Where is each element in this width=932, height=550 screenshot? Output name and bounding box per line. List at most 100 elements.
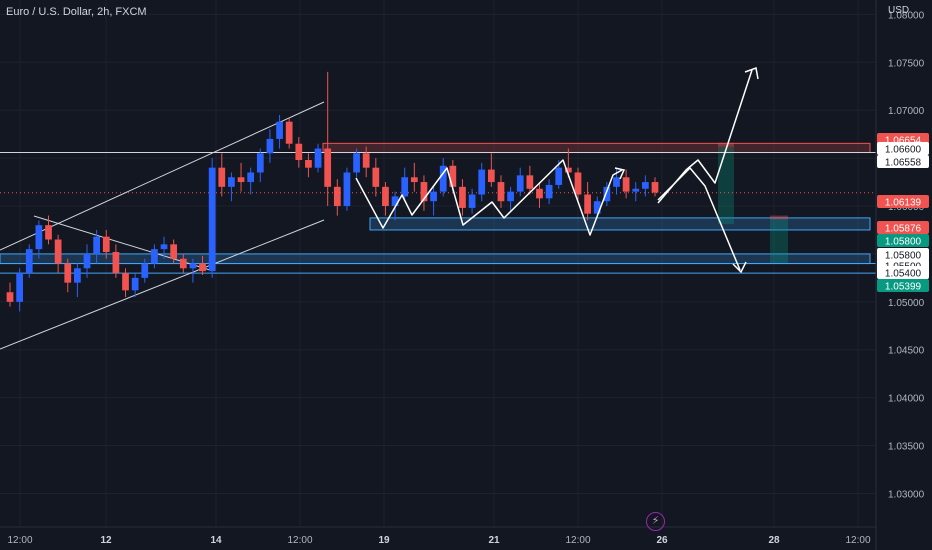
candle (401, 177, 409, 197)
candle (439, 165, 447, 192)
candle (555, 167, 563, 185)
arrowhead (744, 66, 759, 80)
zone-resistance (322, 142, 871, 154)
candle (276, 121, 283, 139)
candle (343, 172, 351, 207)
candle (651, 182, 659, 193)
y-tick-label: 1.07500 (888, 58, 925, 69)
candle (449, 165, 457, 187)
candle (199, 263, 206, 272)
candle (247, 172, 255, 183)
candle (160, 244, 168, 250)
candle (83, 253, 91, 269)
y-tick-label: 1.05000 (888, 298, 925, 309)
candle (536, 188, 543, 199)
candle (362, 153, 370, 168)
position-stop (770, 215, 788, 220)
candle (218, 167, 226, 187)
x-axis-ticks: 12:00 12 14 12:00 19 21 12:00 26 28 12:00 (7, 535, 870, 546)
candle (237, 177, 245, 183)
candle (372, 167, 380, 187)
candle (208, 167, 216, 272)
candle (622, 177, 630, 192)
candle (285, 121, 293, 144)
price-label-bg (877, 266, 929, 279)
candle (497, 182, 505, 202)
candle (64, 263, 72, 283)
candle (16, 273, 23, 302)
position-box (770, 219, 788, 264)
zones-layer (0, 142, 871, 265)
candle (382, 186, 389, 207)
x-tick-label: 26 (656, 535, 668, 546)
candle (74, 268, 81, 283)
lightning-icon[interactable]: ⚡ (646, 512, 665, 531)
candle (642, 182, 649, 189)
arrowhead (732, 261, 747, 274)
candle (353, 153, 360, 173)
candle (468, 194, 476, 208)
y-tick-label: 1.08000 (888, 10, 925, 21)
candle (564, 167, 572, 173)
price-label: 1.05876 (885, 224, 922, 235)
price-label: 1.06139 (885, 198, 922, 209)
candle (256, 153, 264, 173)
x-tick-label: 14 (210, 535, 222, 546)
x-tick-label: 12:00 (7, 535, 32, 546)
candle (112, 252, 120, 274)
position-stop (718, 142, 734, 147)
price-label-bg (877, 279, 929, 292)
candle (487, 169, 495, 183)
y-tick-label: 1.03500 (888, 442, 925, 453)
candle (516, 175, 524, 192)
price-label: 1.06600 (885, 145, 922, 156)
x-tick-label: 12:00 (287, 535, 312, 546)
price-label: 1.05800 (885, 237, 922, 248)
candle (131, 277, 139, 291)
x-tick-label: 21 (488, 535, 500, 546)
candle (574, 172, 582, 195)
candle (584, 194, 591, 214)
candle (295, 143, 303, 161)
candle (410, 177, 418, 183)
projection-arrows-layer (355, 66, 759, 274)
candle (478, 169, 486, 195)
zone-support (369, 217, 871, 231)
candle (632, 188, 640, 192)
candle (266, 138, 274, 154)
candle (93, 236, 101, 254)
trend-line (0, 101, 325, 251)
x-tick-label: 28 (768, 535, 780, 546)
candle (314, 148, 322, 168)
price-label: 1.05399 (885, 282, 922, 293)
axes-layer (0, 0, 877, 550)
candle (324, 148, 332, 187)
candle (545, 184, 553, 199)
price-label-bg (877, 155, 929, 168)
candle (179, 258, 187, 269)
candle (593, 201, 601, 214)
x-tick-label: 19 (378, 535, 390, 546)
y-tick-label: 1.03000 (888, 489, 925, 500)
currency-label[interactable]: USD (888, 5, 910, 16)
price-label-bg (877, 234, 929, 247)
y-tick-label: 1.04500 (888, 346, 925, 357)
price-label-bg (877, 142, 929, 155)
zone-support (0, 253, 871, 265)
candle (333, 186, 341, 207)
projection-arrow (657, 69, 753, 204)
candle (122, 273, 129, 291)
x-tick-label: 12:00 (845, 535, 870, 546)
candle (420, 182, 428, 202)
candle (170, 244, 178, 259)
candle (305, 160, 312, 168)
candle (35, 225, 43, 250)
price-label-bg (877, 248, 929, 261)
x-tick-label: 12 (100, 535, 112, 546)
candle (25, 249, 33, 274)
candles-layer (6, 71, 659, 312)
price-label: 1.05800 (885, 251, 922, 262)
candle (54, 239, 62, 264)
candle (526, 175, 534, 189)
